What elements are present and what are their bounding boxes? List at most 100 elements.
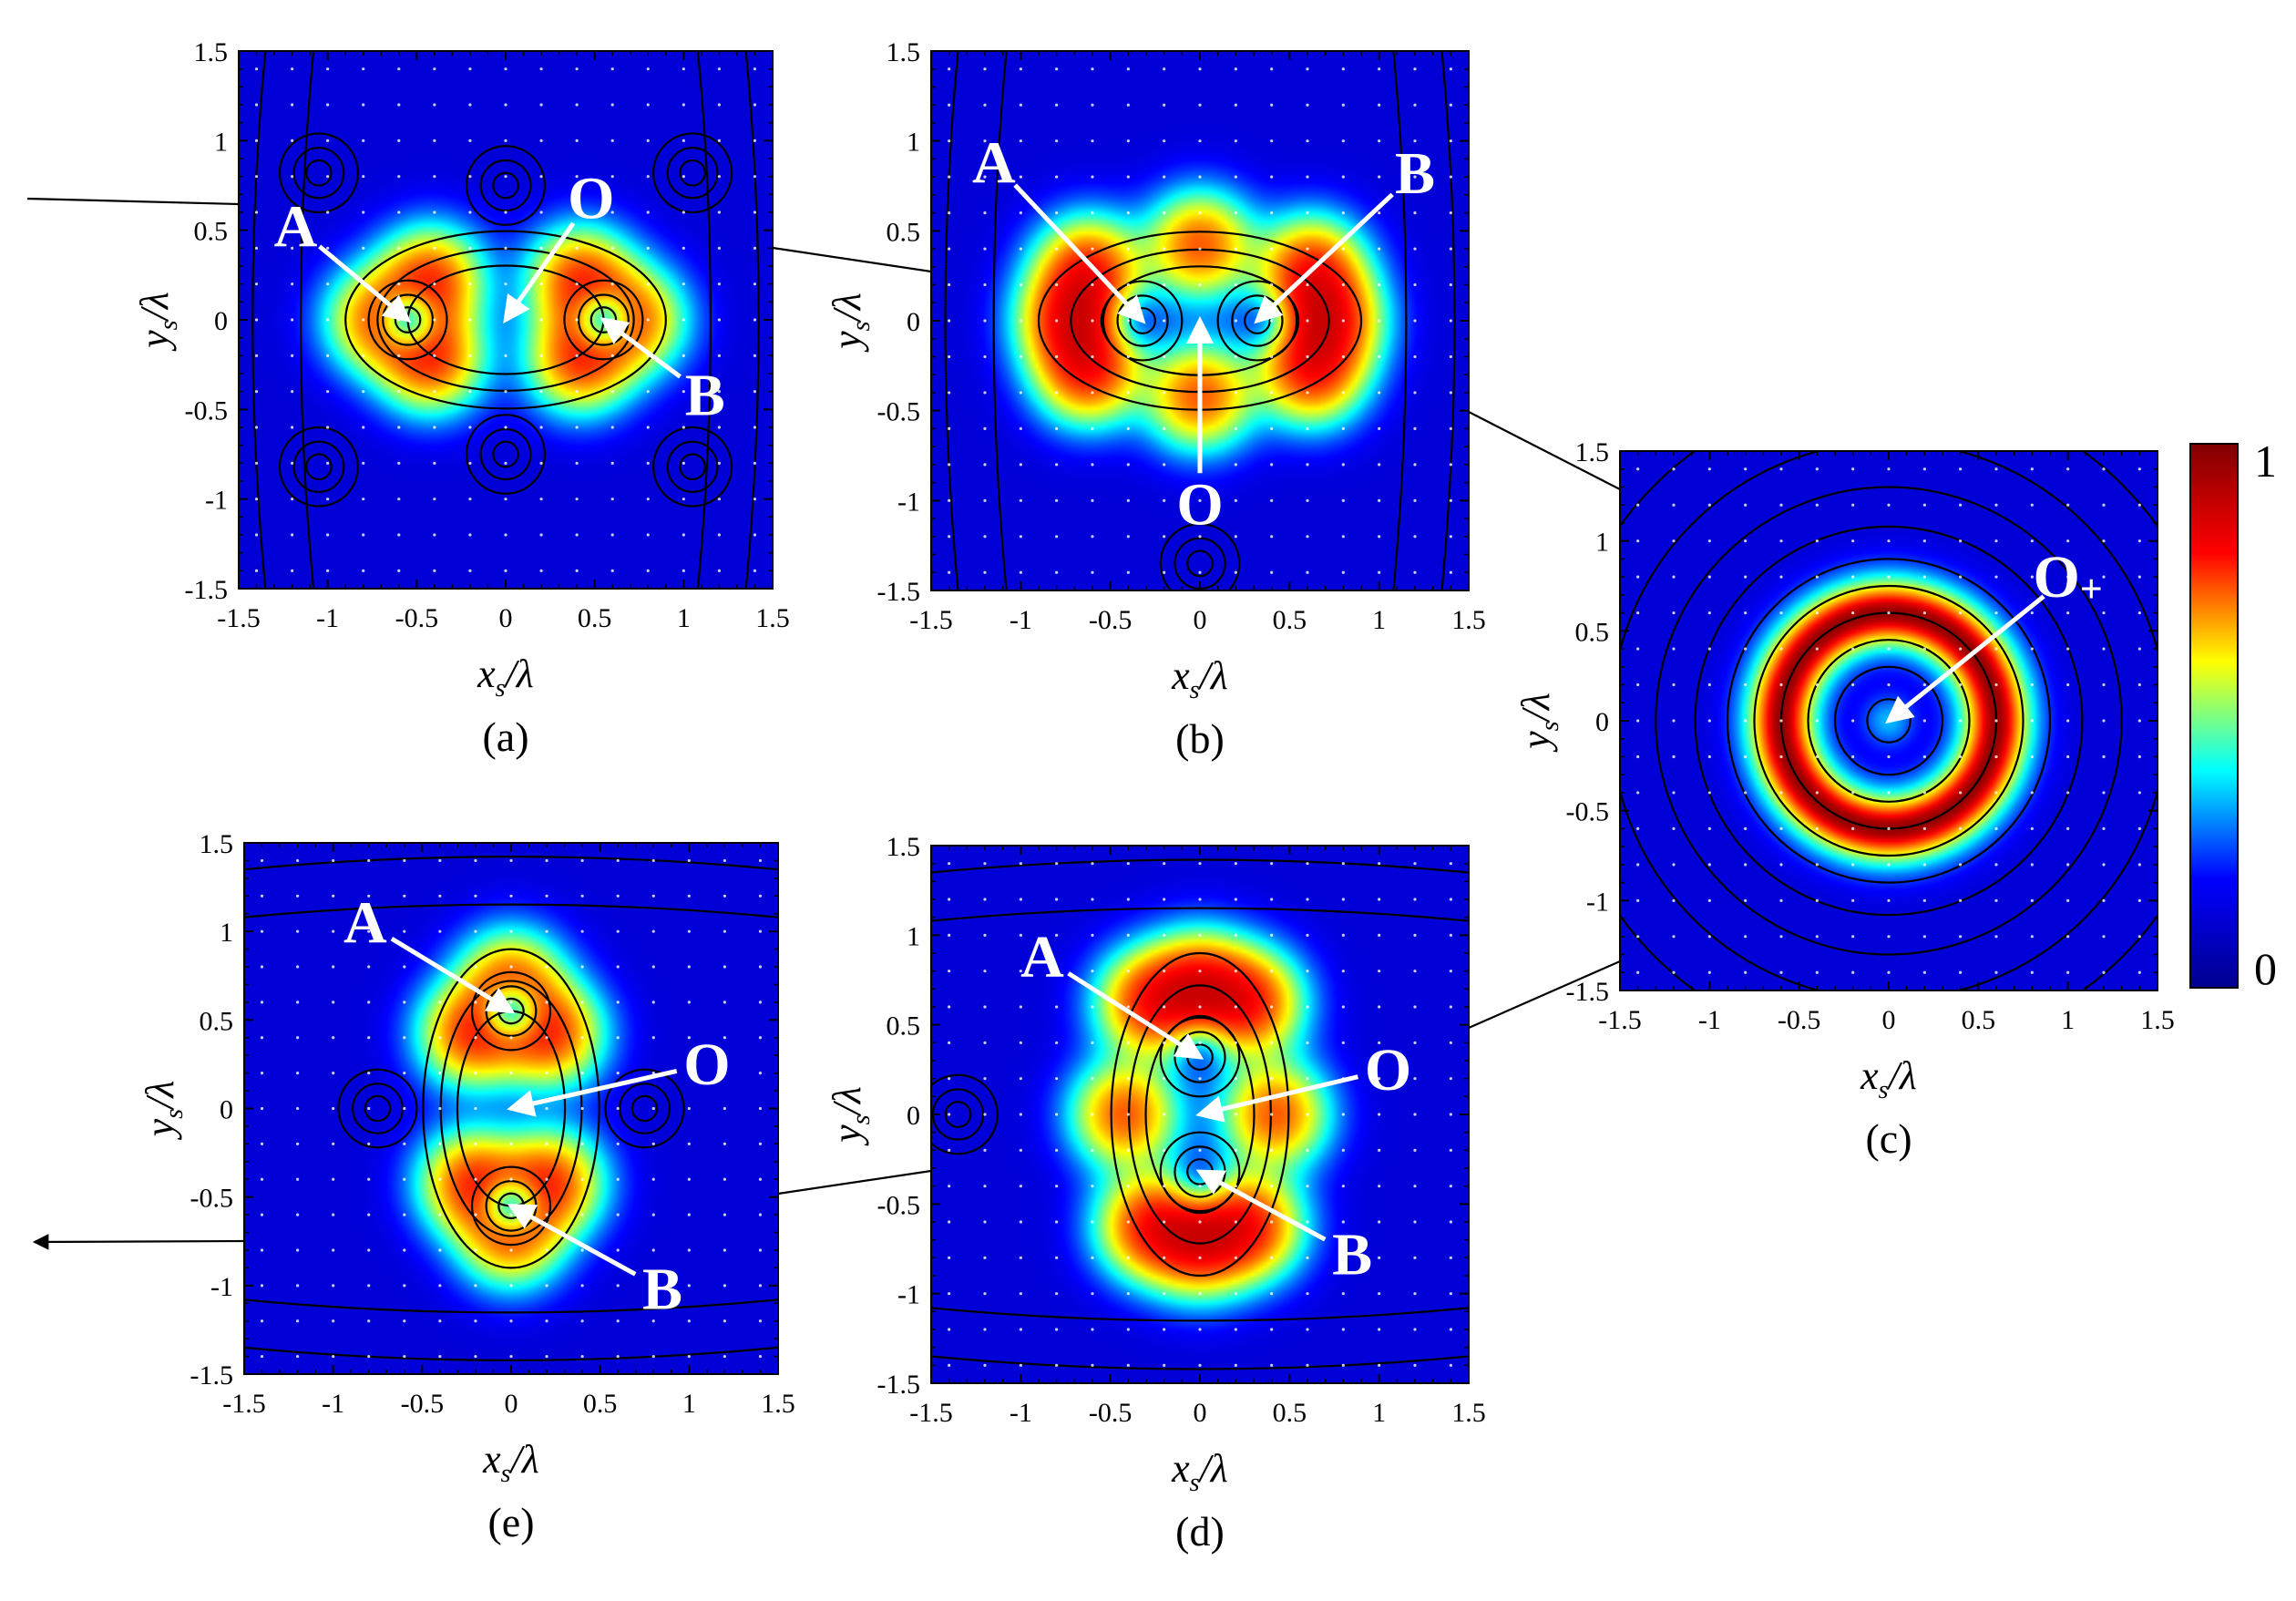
quiver-dot (983, 535, 987, 539)
annotation-arrow (507, 1203, 637, 1277)
quiver-dot (291, 210, 294, 214)
quiver-dot (539, 569, 543, 572)
y-tick-label: -1 (897, 487, 920, 517)
quiver-dot (948, 1328, 951, 1331)
quiver-dot (753, 533, 757, 537)
quiver-dot (1815, 935, 1819, 939)
colorbar-gradient (2189, 443, 2239, 989)
quiver-dot (1922, 754, 1926, 759)
quiver-dot (1306, 535, 1309, 539)
quiver-dot (1378, 862, 1381, 866)
quiver-dot (1449, 1363, 1452, 1367)
quiver-dot (580, 894, 584, 898)
quiver-dot (983, 898, 987, 901)
y-tick-label: 1.5 (1575, 437, 1610, 467)
x-tick-label: -1 (316, 603, 339, 633)
quiver-dot (291, 569, 294, 572)
quiver-dot (2030, 826, 2034, 831)
quiver-dot (1449, 570, 1452, 574)
quiver-dot (254, 533, 259, 537)
quiver-dot (1341, 319, 1345, 323)
quiver-dot (1959, 575, 1963, 579)
quiver-dot (504, 533, 507, 537)
quiver-dot (1019, 282, 1022, 287)
y-tick-label: -0.5 (1566, 797, 1610, 827)
quiver-dot (1055, 970, 1059, 973)
quiver-dot (1055, 898, 1059, 901)
quiver-dot (1413, 139, 1417, 143)
quiver-dot (1270, 282, 1274, 287)
quiver-dot (1019, 1041, 1022, 1044)
quiver-dot (1922, 826, 1926, 831)
quiver-dot (2030, 970, 2034, 974)
point-label-B: B (642, 1257, 682, 1323)
quiver-dot (1815, 826, 1819, 831)
quiver-dot (433, 139, 436, 142)
quiver-dot (1449, 862, 1452, 866)
quiver-dot (474, 894, 477, 898)
quiver-dot (539, 461, 543, 465)
streamline (696, 51, 712, 589)
quiver-dot (1341, 139, 1345, 143)
quiver-dot (1449, 67, 1452, 71)
quiver-dot (1341, 1041, 1345, 1044)
quiver-dot (1126, 67, 1130, 71)
quiver-dot (2137, 539, 2141, 543)
quiver-dot (2137, 719, 2141, 723)
quiver-dot (1019, 1005, 1022, 1009)
quiver-dot (2066, 826, 2070, 831)
quiver-dot (468, 103, 472, 107)
quiver-dot (468, 175, 472, 179)
y-tick-label: 0.5 (1575, 617, 1610, 647)
quiver-dot (326, 354, 330, 357)
quiver-dot (610, 461, 614, 465)
x-axis-label: xs/λ (1171, 653, 1228, 704)
quiver-dot (1672, 935, 1676, 939)
quiver-dot (983, 103, 987, 107)
quiver-dot (1887, 863, 1891, 867)
quiver-dot (1163, 139, 1166, 143)
streamline (292, 147, 345, 200)
quiver-dot (1019, 535, 1022, 539)
y-tick-label: 0 (907, 1101, 920, 1131)
quiver-dot (1449, 1148, 1452, 1152)
quiver-dot (1449, 103, 1452, 107)
quiver-dot (433, 426, 436, 429)
quiver-dot (1744, 719, 1748, 723)
quiver-dot (687, 929, 691, 933)
quiver-dot (1922, 647, 1926, 651)
quiver-dot (1959, 682, 1963, 687)
quiver-dot (1163, 970, 1166, 973)
quiver-dot (2066, 935, 2070, 939)
quiver-dot (1851, 754, 1855, 759)
quiver-dot (326, 318, 330, 322)
quiver-dot (1378, 391, 1381, 395)
quiver-dot (539, 354, 543, 357)
quiver-dot (723, 1319, 727, 1323)
quiver-dot (717, 139, 722, 142)
quiver-dot (1019, 354, 1022, 359)
quiver-dot (1815, 647, 1819, 651)
quiver-dot (1378, 139, 1381, 143)
quiver-dot (397, 498, 401, 501)
quiver-dot (1341, 1113, 1345, 1116)
quiver-dot (332, 965, 335, 969)
quiver-dot (1744, 611, 1748, 615)
quiver-dot (291, 246, 294, 250)
quiver-dot (2102, 682, 2106, 687)
y-tick-label: 1 (220, 918, 233, 948)
quiver-dot (509, 1142, 513, 1145)
quiver-dot (2066, 575, 2070, 579)
x-tick-label: -1.5 (222, 1389, 266, 1419)
streamline (305, 453, 333, 481)
quiver-dot (983, 1148, 987, 1152)
quiver-dot (1851, 863, 1855, 867)
quiver-dot (433, 390, 436, 394)
quiver-dot (1126, 282, 1130, 287)
quiver-dot (539, 390, 543, 394)
quiver-dot (1234, 1005, 1237, 1009)
quiver-dot (2137, 611, 2141, 615)
quiver-dot (1234, 103, 1237, 107)
quiver-dot (403, 965, 406, 969)
quiver-dot (403, 1284, 406, 1288)
